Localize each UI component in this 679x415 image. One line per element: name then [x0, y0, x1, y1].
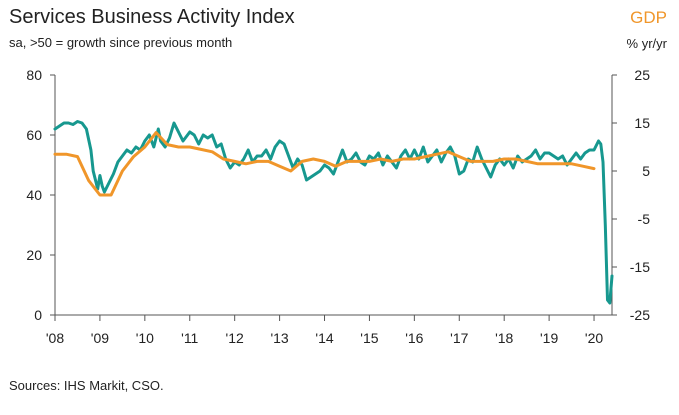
right-tick-label: 5	[642, 163, 650, 179]
x-tick-label: '20	[585, 330, 603, 346]
left-tick-label: 40	[26, 187, 42, 203]
left-tick-label: 20	[26, 247, 42, 263]
x-tick-label: '10	[136, 330, 154, 346]
right-tick-label: -5	[638, 211, 651, 227]
x-tick-label: '16	[405, 330, 423, 346]
right-tick-label: 25	[634, 67, 650, 83]
right-axis-title: GDP	[630, 8, 667, 27]
right-tick-label: 15	[634, 115, 650, 131]
gdp-series-line	[53, 131, 596, 197]
x-tick-label: '11	[181, 330, 198, 346]
x-tick-label: '13	[270, 330, 288, 346]
x-tick-label: '15	[360, 330, 378, 346]
services-index-series-line	[53, 120, 614, 305]
source-note: Sources: IHS Markit, CSO.	[9, 378, 164, 393]
x-tick-label: '14	[315, 330, 333, 346]
left-tick-label: 0	[34, 307, 42, 323]
x-tick-label: '19	[540, 330, 558, 346]
x-tick-label: '12	[226, 330, 244, 346]
chart-title: Services Business Activity Index	[9, 6, 295, 28]
right-tick-label: -25	[630, 307, 650, 323]
chart-subtitle: sa, >50 = growth since previous month	[9, 35, 233, 50]
x-tick-label: '08	[46, 330, 64, 346]
x-tick-label: '18	[495, 330, 513, 346]
x-tick-label: '09	[91, 330, 109, 346]
left-tick-label: 80	[26, 67, 42, 83]
right-axis-unit: % yr/yr	[626, 36, 667, 51]
left-tick-label: 60	[26, 127, 42, 143]
right-tick-label: -15	[630, 259, 650, 275]
x-tick-label: '17	[450, 330, 468, 346]
